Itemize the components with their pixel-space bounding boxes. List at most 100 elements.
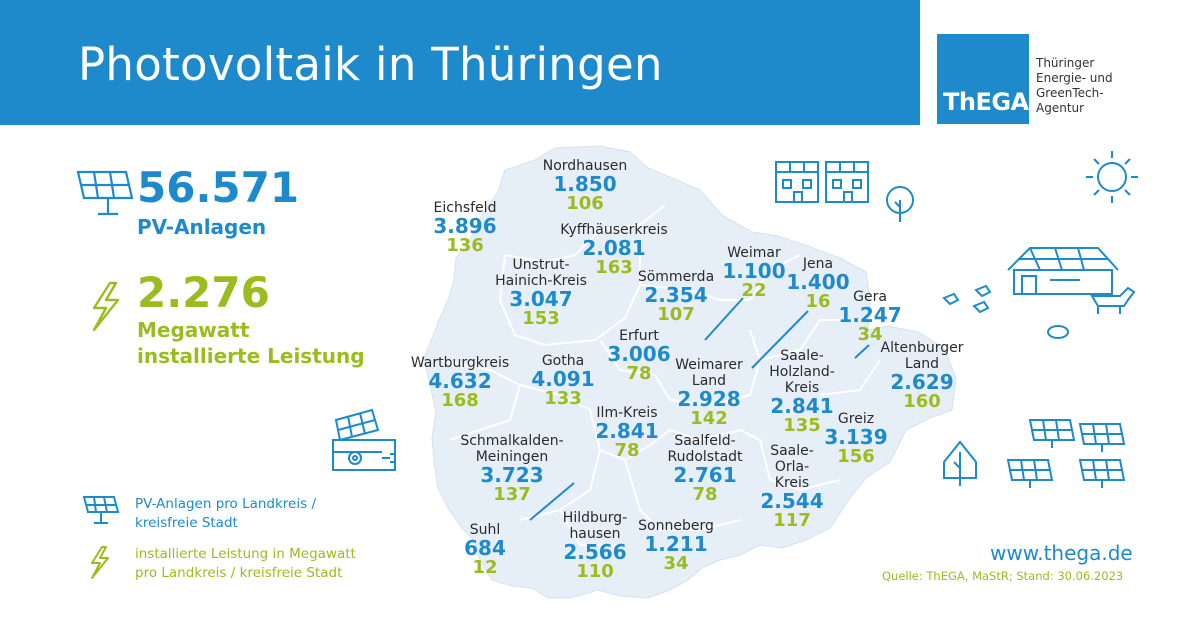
region-ilm-kreis: Ilm-Kreis 2.841 78: [595, 405, 658, 461]
chicken-icon: [942, 284, 992, 314]
region-name: Weimar: [727, 245, 781, 261]
region-name: Sömmerda: [637, 269, 715, 285]
region-kyffhaeuserkreis: Kyffhäuserkreis 2.081 163: [560, 222, 667, 278]
region-sonneberg: Sonneberg 1.211 34: [638, 518, 714, 574]
legend-pv-line: kreisfreie Stadt: [135, 515, 238, 531]
region-jena: Jena 1.400 16: [786, 256, 849, 312]
region-mw: 136: [446, 235, 484, 256]
region-mw: 78: [692, 484, 718, 505]
website-link[interactable]: www.thega.de: [990, 541, 1133, 565]
region-name: Unstrut-: [512, 257, 570, 273]
region-pv: 1.100: [722, 259, 786, 283]
region-erfurt: Erfurt 3.006 78: [607, 328, 670, 384]
region-name: Altenburger: [880, 340, 964, 356]
region-name: Kreis: [774, 475, 810, 491]
region-name: Land: [691, 373, 727, 389]
region-pv: 4.632: [428, 369, 492, 393]
logo-desc-line: GreenTech-: [1036, 86, 1104, 100]
page-title: Photovoltaik in Thüringen: [78, 38, 663, 91]
region-name: Gotha: [541, 353, 585, 369]
logo-desc-line: Agentur: [1036, 101, 1085, 115]
mw-label-2: installierte Leistung: [137, 344, 365, 368]
region-mw: 22: [741, 280, 767, 301]
building-icon: [775, 161, 869, 203]
legend-mw-line: installierte Leistung in Megawatt: [135, 546, 356, 562]
region-pv: 1.400: [786, 270, 850, 294]
region-mw: 106: [566, 193, 604, 214]
region-name: Hainich-Kreis: [495, 273, 587, 289]
region-pv: 2.629: [890, 370, 954, 394]
region-pv: 3.139: [824, 425, 888, 449]
tree-icon: [943, 440, 977, 486]
leader-lines: [529, 297, 870, 521]
region-gotha: Gotha 4.091 133: [531, 353, 594, 409]
region-name: Wartburgkreis: [410, 355, 510, 371]
region-hildburghausen: Hildburg- hausen 2.566 110: [563, 510, 627, 582]
region-wartburgkreis: Wartburgkreis 4.632 168: [411, 355, 509, 411]
region-mw: 156: [837, 446, 875, 467]
region-name: Weimarer: [675, 357, 743, 373]
legend-pv-line: PV-Anlagen pro Landkreis /: [135, 496, 316, 512]
pig-icon: [1047, 325, 1069, 339]
mw-value: 2.276: [137, 268, 270, 317]
region-mw: 133: [544, 388, 582, 409]
region-name: Ilm-Kreis: [596, 405, 658, 421]
region-pv: 684: [464, 536, 506, 560]
region-pv: 2.081: [582, 236, 646, 260]
region-name: hausen: [569, 526, 621, 542]
region-name: Orla-: [774, 459, 810, 475]
region-pv: 3.006: [607, 342, 671, 366]
region-pv: 2.928: [677, 387, 741, 411]
logo-desc-line: Thüringer: [1036, 56, 1095, 70]
thega-logo: ThEGA: [937, 34, 1029, 124]
region-greiz: Greiz 3.139 156: [824, 411, 887, 467]
region-name: Suhl: [469, 522, 501, 538]
lightning-icon: [92, 281, 120, 332]
region-mw: 153: [522, 308, 560, 329]
region-name: Jena: [802, 256, 834, 272]
region-pv: 1.247: [838, 303, 902, 327]
region-mw: 16: [805, 291, 831, 312]
region-saalfeld-rudolstadt: Saalfeld- Rudolstadt 2.761 78: [667, 433, 742, 505]
district-borders: [439, 204, 881, 546]
region-mw: 168: [441, 390, 479, 411]
region-name: Schmalkalden-: [460, 433, 564, 449]
region-name: Greiz: [837, 411, 875, 427]
barn-icon: [1007, 247, 1119, 295]
region-soemmerda: Sömmerda 2.354 107: [638, 269, 714, 325]
region-name: Saale-: [770, 443, 814, 459]
region-pv: 3.896: [433, 214, 497, 238]
legend-mw-line: pro Landkreis / kreisfreie Stadt: [135, 565, 343, 581]
region-mw: 12: [472, 557, 498, 578]
region-mw: 137: [493, 484, 531, 505]
region-name: Saalfeld-: [674, 433, 736, 449]
region-name: Holzland-: [769, 364, 835, 380]
region-name: Saale-: [780, 348, 824, 364]
solar-carport-icon: [332, 408, 396, 471]
mw-label-1: Megawatt: [137, 318, 250, 342]
region-pv: 1.850: [553, 172, 617, 196]
source-note: Quelle: ThEGA, MaStR; Stand: 30.06.2023: [882, 569, 1124, 583]
region-pv: 2.566: [563, 540, 627, 564]
region-suhl: Suhl 684 12: [464, 522, 506, 578]
header-bar: Photovoltaik in Thüringen ThEGA Thüringe…: [0, 0, 1200, 125]
region-eichsfeld: Eichsfeld 3.896 136: [433, 200, 496, 256]
region-pv: 3.723: [480, 463, 544, 487]
region-mw: 135: [783, 415, 821, 436]
region-mw: 78: [626, 363, 652, 384]
pv-count: 56.571: [137, 163, 300, 212]
region-pv: 3.047: [509, 287, 573, 311]
region-name: Erfurt: [619, 328, 659, 344]
region-saale-orla-kreis: Saale- Orla- Kreis 2.544 117: [760, 443, 823, 531]
region-weimarer-land: Weimarer Land 2.928 142: [675, 357, 743, 429]
region-unstrut-hainich-kreis: Unstrut- Hainich-Kreis 3.047 153: [495, 257, 587, 329]
logo-description: Thüringer Energie- und GreenTech- Agentu…: [1036, 56, 1113, 116]
region-name: Kyffhäuserkreis: [560, 222, 668, 238]
region-pv: 4.091: [531, 367, 595, 391]
legend-mw: installierte Leistung in Megawatt pro La…: [135, 545, 356, 583]
region-name: Land: [904, 356, 940, 372]
region-mw: 34: [663, 553, 689, 574]
cow-icon: [1090, 286, 1136, 314]
sun-icon: [1086, 151, 1138, 203]
region-mw: 160: [903, 391, 941, 412]
